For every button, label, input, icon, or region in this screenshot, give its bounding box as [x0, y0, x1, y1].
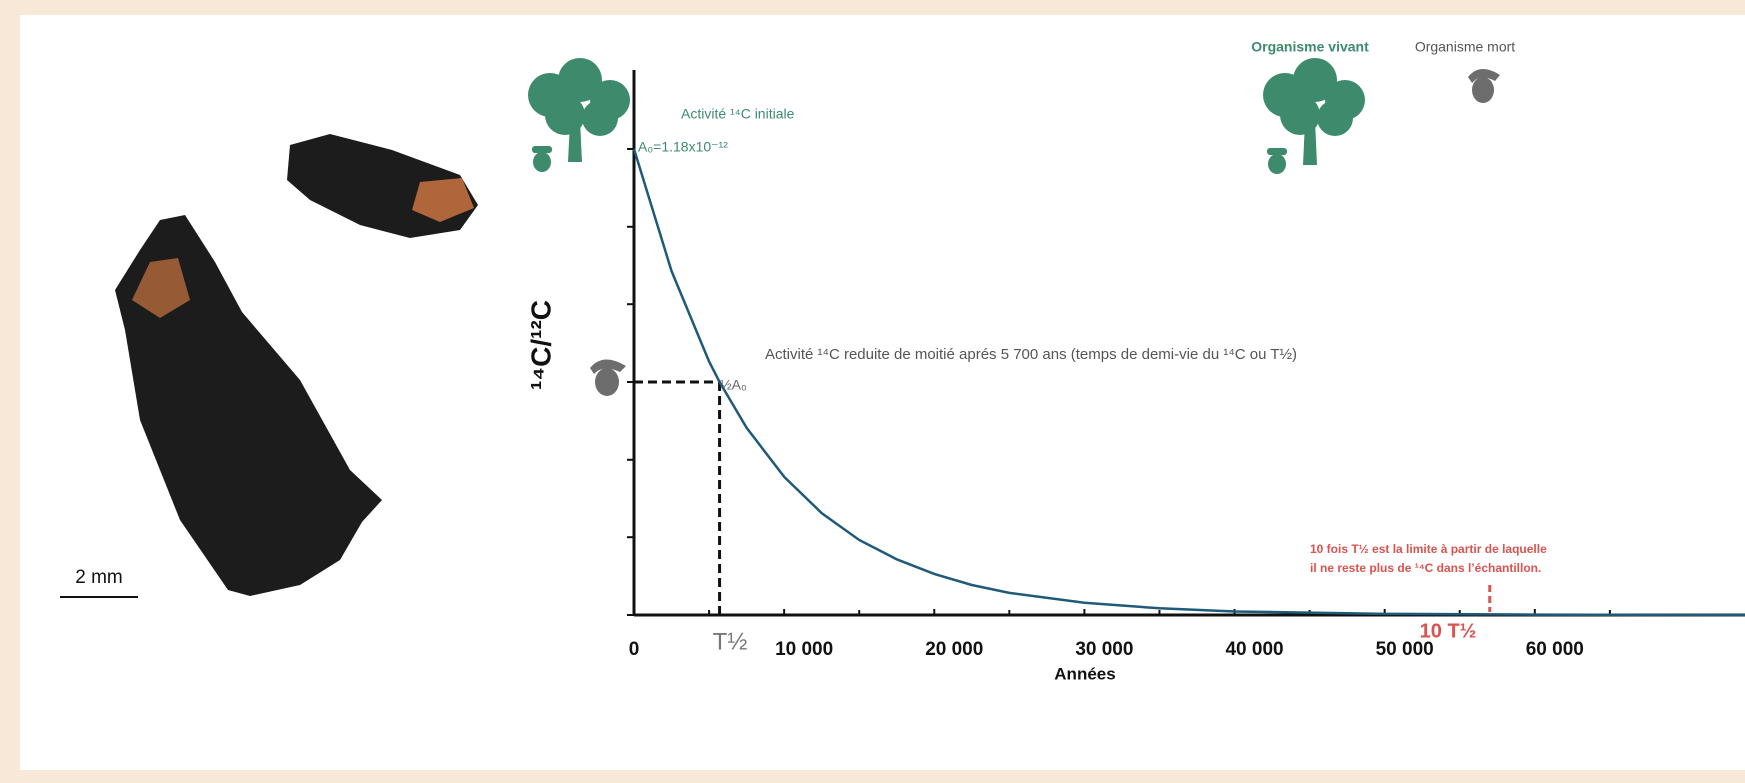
legend-dead: Organisme mort: [1415, 39, 1515, 55]
figure: 2 mm Organisme vivant Organisme mort Act…: [0, 0, 1745, 783]
annotation-a0: A₀=1.18x10⁻¹²: [638, 139, 728, 155]
x-tick-label: 0: [629, 639, 640, 660]
limit-note: il ne reste plus de ¹⁴C dans l’échantill…: [1310, 561, 1541, 575]
scale-label: 2 mm: [75, 567, 123, 588]
x-tick-label: 50 000: [1376, 639, 1434, 660]
x-tick-label: 60 000: [1526, 639, 1584, 660]
annotation-initial: Activité ¹⁴C initiale: [681, 106, 795, 122]
page: 2 mm Organisme vivant Organisme mort Act…: [0, 0, 1745, 783]
legend-alive: Organisme vivant: [1251, 39, 1369, 55]
annotation-t-half: T½: [713, 628, 748, 655]
annotation-half: Activité ¹⁴C reduite de moitié aprés 5 7…: [765, 346, 1297, 363]
x-tick-label: 10 000: [775, 639, 833, 660]
x-axis-title: Années: [1054, 664, 1115, 683]
x-tick-label: 30 000: [1075, 639, 1133, 660]
limit-note: 10 fois T½ est la limite à partir de laq…: [1310, 542, 1547, 556]
x-tick-label: 40 000: [1225, 639, 1283, 660]
y-axis-title: ¹⁴C/¹²C: [525, 300, 556, 390]
x-tick-label: 20 000: [925, 639, 983, 660]
